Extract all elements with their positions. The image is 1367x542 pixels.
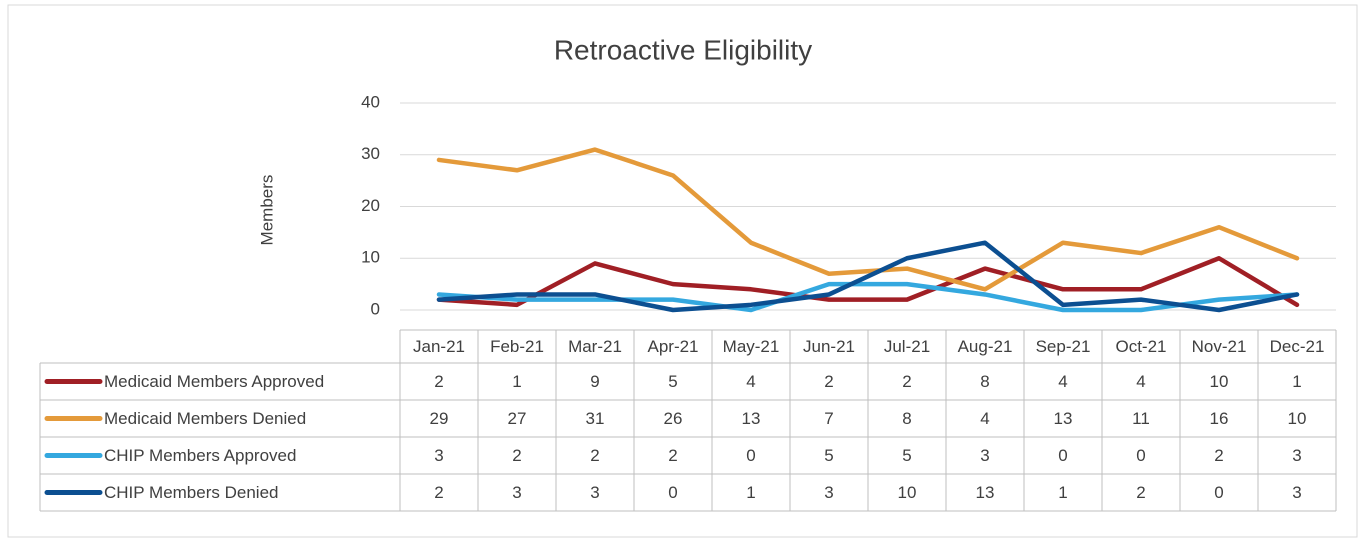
- x-tick-label: Jun-21: [803, 337, 855, 356]
- table-value: 2: [668, 446, 677, 465]
- table-value: 1: [1292, 372, 1301, 391]
- table-value: 5: [824, 446, 833, 465]
- table-value: 13: [976, 483, 995, 502]
- table-value: 13: [1054, 409, 1073, 428]
- series-line: [436, 147, 1300, 292]
- table-value: 3: [824, 483, 833, 502]
- table-value: 2: [434, 483, 443, 502]
- table-value: 16: [1210, 409, 1229, 428]
- table-value: 1: [746, 483, 755, 502]
- table-value: 2: [1214, 446, 1223, 465]
- table-value: 13: [742, 409, 761, 428]
- table-value: 3: [1292, 446, 1301, 465]
- x-tick-label: Oct-21: [1115, 337, 1166, 356]
- table-value: 8: [902, 409, 911, 428]
- table-value: 10: [898, 483, 917, 502]
- table-value: 10: [1210, 372, 1229, 391]
- y-tick-label: 30: [361, 144, 380, 163]
- table-value: 31: [586, 409, 605, 428]
- table-value: 4: [1058, 372, 1067, 391]
- table-value: 5: [668, 372, 677, 391]
- table-value: 0: [1136, 446, 1145, 465]
- chart-title: Retroactive Eligibility: [554, 34, 812, 65]
- legend-label: Medicaid Members Denied: [104, 409, 306, 428]
- table-value: 2: [512, 446, 521, 465]
- table-value: 3: [980, 446, 989, 465]
- table-value: 4: [1136, 372, 1145, 391]
- legend-label: CHIP Members Approved: [104, 446, 296, 465]
- chart-border: [7, 4, 1358, 538]
- x-tick-label: Jul-21: [884, 337, 930, 356]
- table-value: 2: [434, 372, 443, 391]
- y-axis-label: Members: [257, 175, 276, 246]
- x-tick-label: Aug-21: [958, 337, 1013, 356]
- x-tick-label: Feb-21: [490, 337, 544, 356]
- table-value: 9: [590, 372, 599, 391]
- table-value: 29: [430, 409, 449, 428]
- y-tick-label: 40: [361, 92, 380, 111]
- x-tick-label: Mar-21: [568, 337, 622, 356]
- legend-label: Medicaid Members Approved: [104, 372, 324, 391]
- table-value: 3: [1292, 483, 1301, 502]
- table-value: 4: [980, 409, 989, 428]
- table-value: 4: [746, 372, 755, 391]
- table-value: 0: [668, 483, 677, 502]
- table-value: 10: [1288, 409, 1307, 428]
- table-value: 7: [824, 409, 833, 428]
- table-value: 3: [512, 483, 521, 502]
- series-line: [436, 240, 1300, 313]
- table-value: 0: [1214, 483, 1223, 502]
- table-value: 2: [590, 446, 599, 465]
- table-value: 2: [902, 372, 911, 391]
- y-tick-label: 20: [361, 196, 380, 215]
- x-tick-label: Dec-21: [1270, 337, 1325, 356]
- table-value: 2: [824, 372, 833, 391]
- table-value: 1: [512, 372, 521, 391]
- table-value: 11: [1132, 409, 1150, 428]
- table-value: 3: [590, 483, 599, 502]
- x-tick-label: Sep-21: [1036, 337, 1091, 356]
- table-value: 26: [664, 409, 683, 428]
- x-tick-label: Apr-21: [647, 337, 698, 356]
- series-line: [436, 281, 1300, 313]
- y-tick-label: 0: [371, 299, 380, 318]
- x-tick-label: May-21: [723, 337, 780, 356]
- table-value: 8: [980, 372, 989, 391]
- x-tick-label: Jan-21: [413, 337, 465, 356]
- table-value: 0: [1058, 446, 1067, 465]
- y-tick-label: 10: [361, 248, 380, 267]
- table-value: 3: [434, 446, 443, 465]
- table-value: 27: [508, 409, 527, 428]
- table-value: 5: [902, 446, 911, 465]
- table-value: 1: [1058, 483, 1067, 502]
- x-tick-label: Nov-21: [1192, 337, 1247, 356]
- legend-label: CHIP Members Denied: [104, 483, 278, 502]
- table-value: 2: [1136, 483, 1145, 502]
- table-value: 0: [746, 446, 755, 465]
- series-line: [436, 256, 1300, 308]
